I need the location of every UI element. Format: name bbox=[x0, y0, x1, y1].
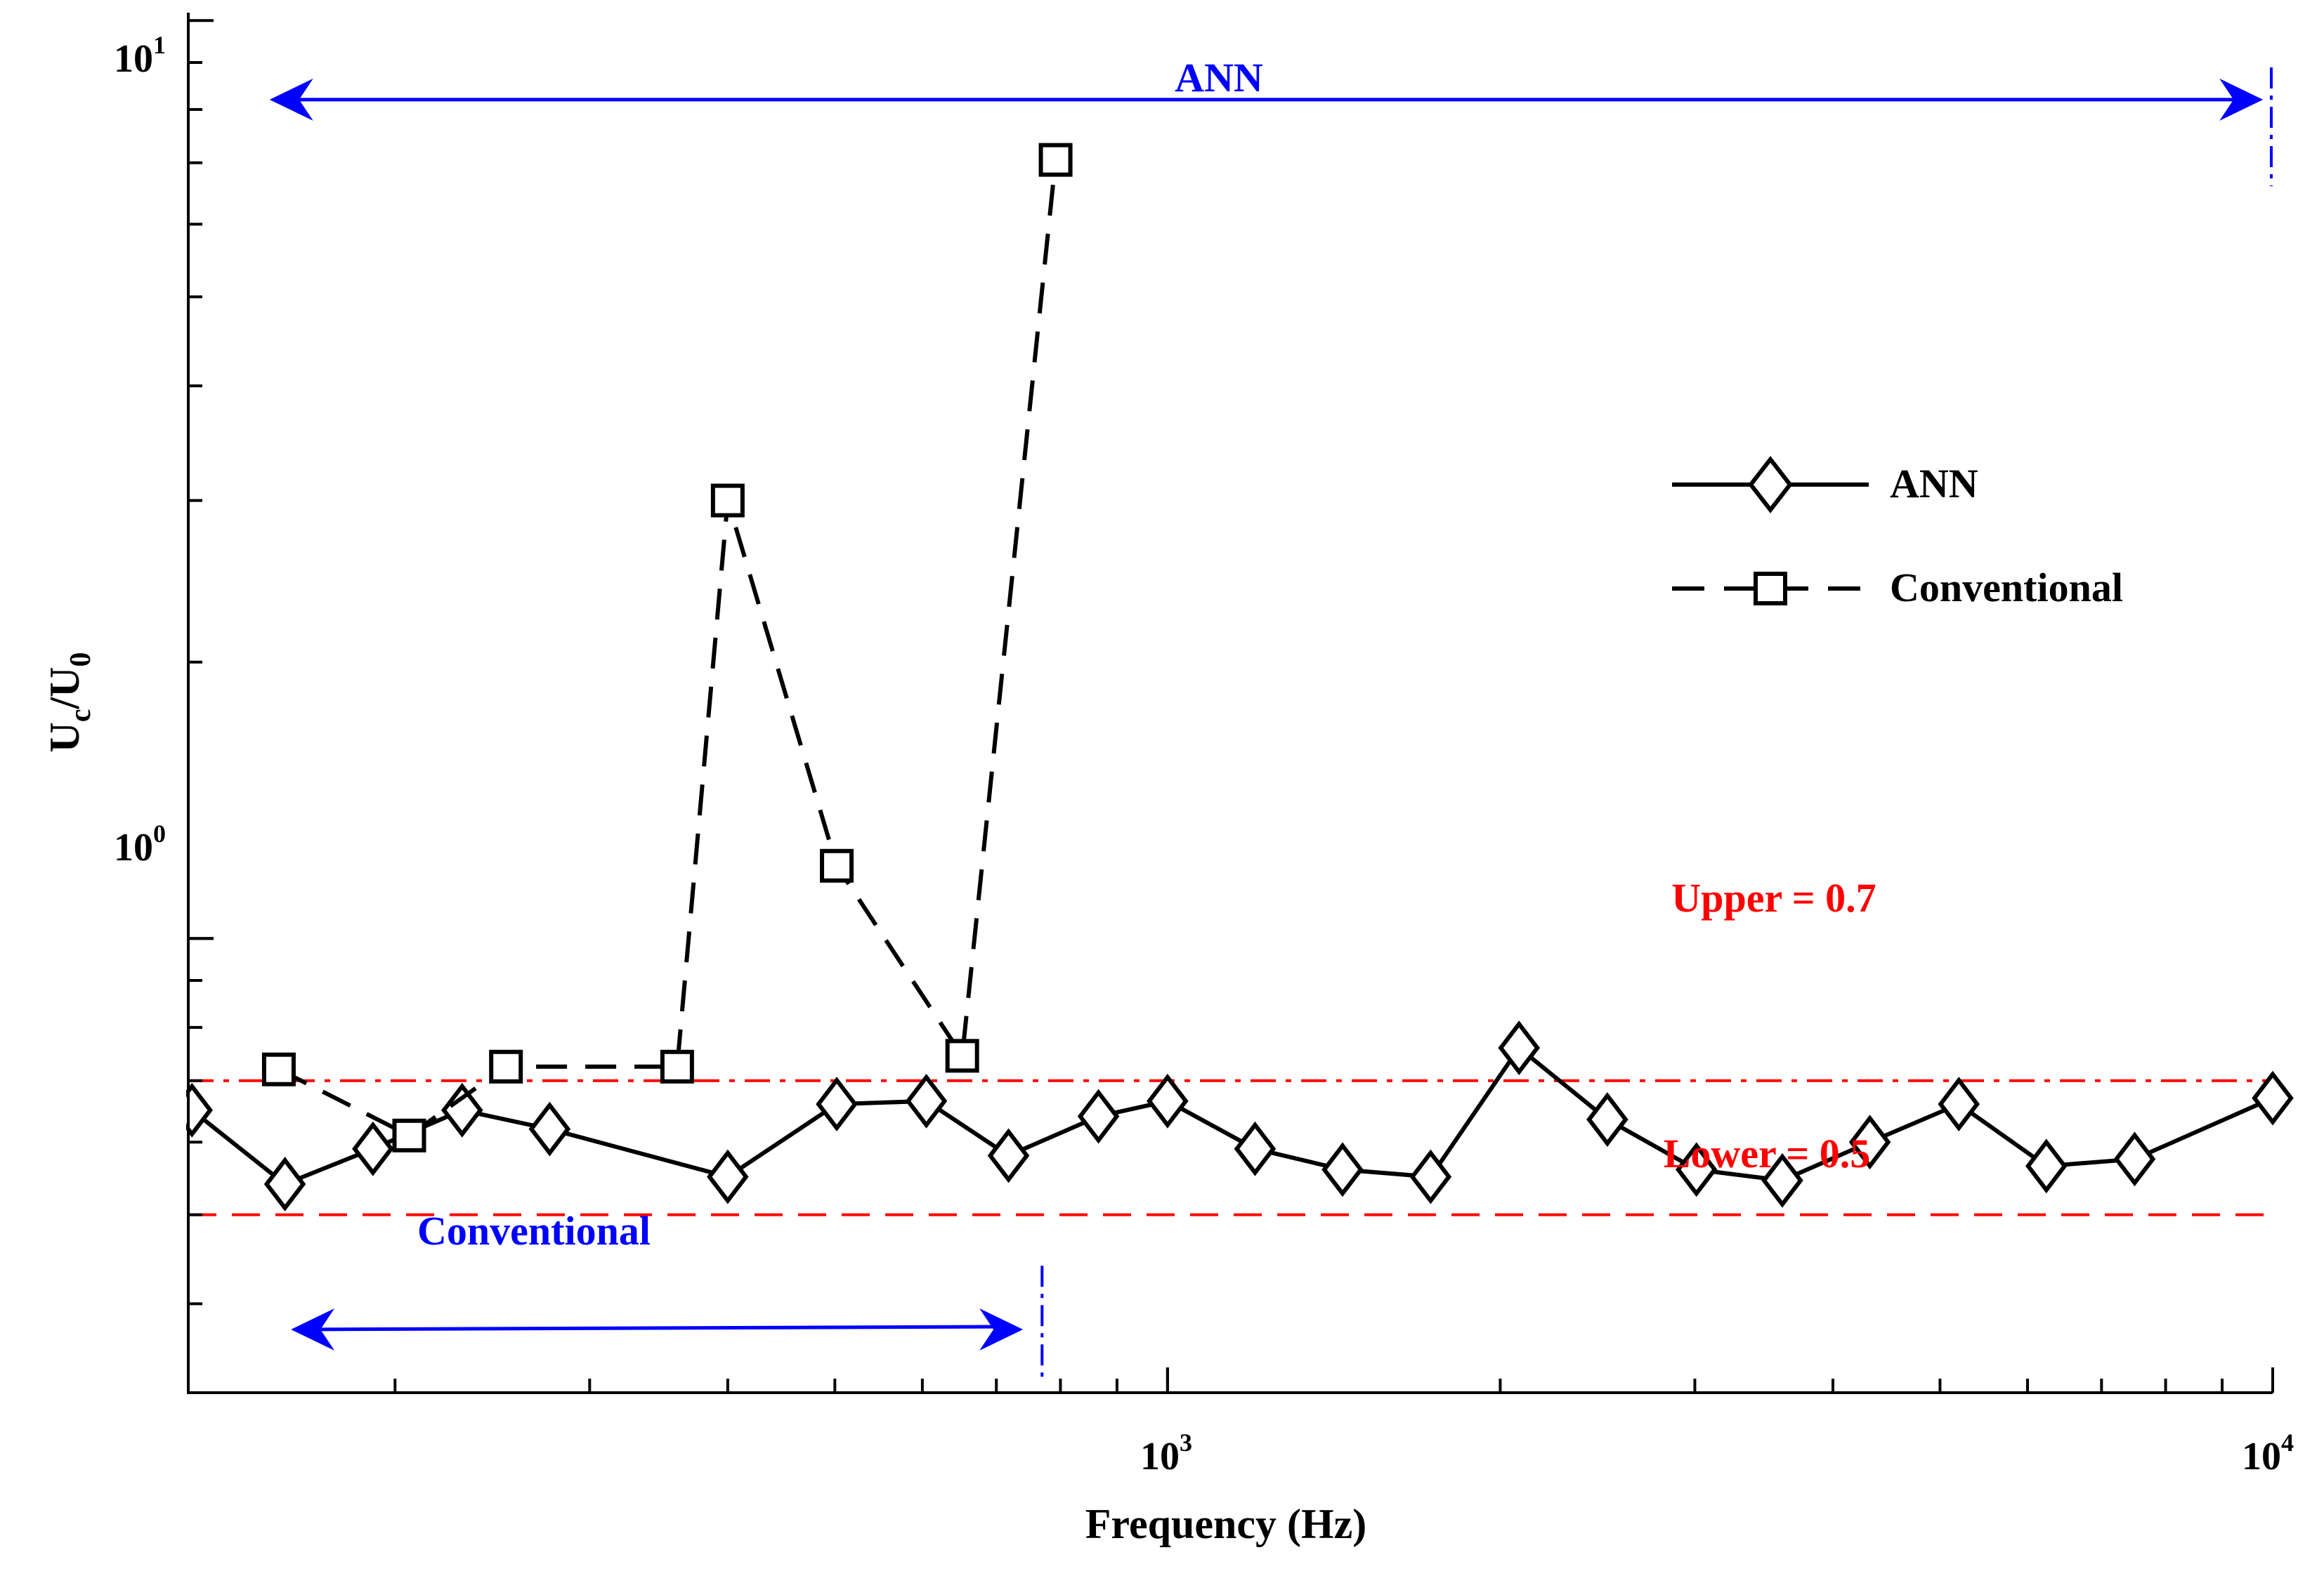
x-axis-label: Frequency (Hz) bbox=[1085, 1501, 1366, 1547]
ann-data-point bbox=[528, 1101, 571, 1157]
ann-data-point bbox=[987, 1128, 1030, 1183]
ann-data-point bbox=[1938, 1077, 1980, 1132]
legend-ann-marker bbox=[1748, 456, 1793, 513]
legend-ann-label: ANN bbox=[1890, 461, 1978, 506]
axes bbox=[187, 13, 2274, 1394]
upper-limit-label: Upper = 0.7 bbox=[1671, 875, 1876, 921]
ann-data-point bbox=[2252, 1070, 2294, 1126]
ann-data-point bbox=[707, 1149, 749, 1204]
ann-data-point bbox=[263, 1157, 306, 1211]
lower-limit-label: Lower = 0.5 bbox=[1664, 1131, 1871, 1176]
conventional-data-point bbox=[489, 1049, 523, 1084]
ann-data-point bbox=[186, 1082, 214, 1138]
ann-data-point bbox=[441, 1082, 483, 1138]
ann-data-point bbox=[2025, 1138, 2068, 1194]
ann-range-arrow-left bbox=[269, 78, 313, 121]
conventional-data-point bbox=[261, 1052, 296, 1086]
range-annotations bbox=[269, 67, 2273, 1379]
ann-data-point bbox=[1234, 1121, 1277, 1176]
ann-data-point bbox=[352, 1121, 394, 1176]
y-axis-label: Uc/U0 bbox=[41, 652, 97, 753]
conventional-data-point bbox=[820, 848, 854, 883]
x-tick-label-10-3: 103 bbox=[1140, 1429, 1192, 1478]
ann-data-point bbox=[1848, 1115, 1891, 1170]
conventional-data-point bbox=[945, 1039, 979, 1073]
y-tick-label-10-1: 101 bbox=[114, 31, 166, 81]
ann-data-point bbox=[1675, 1142, 1718, 1197]
conventional-range-arrow-shaft bbox=[305, 1325, 1010, 1332]
y-tick-label-10-0: 100 bbox=[114, 820, 166, 869]
ann-data-point bbox=[1498, 1020, 1541, 1075]
axis-ticks bbox=[188, 19, 2274, 1393]
ann-data-point bbox=[1761, 1153, 1803, 1208]
ann-data-point bbox=[1321, 1142, 1364, 1197]
ann-data-point bbox=[816, 1077, 858, 1132]
plot-series bbox=[186, 143, 2294, 1211]
conventional-data-point bbox=[1038, 143, 1073, 177]
ann-data-point bbox=[2113, 1131, 2156, 1187]
conventional-series-line bbox=[278, 159, 1058, 1138]
reference-lines bbox=[188, 1079, 2273, 1216]
ann-range-arrow-right bbox=[2219, 78, 2264, 121]
conventional-range-arrow-left bbox=[291, 1308, 335, 1351]
ann-data-point bbox=[1077, 1089, 1120, 1144]
legend: ANN Conventional bbox=[1672, 456, 2123, 610]
ann-data-point bbox=[905, 1073, 948, 1129]
legend-conventional-label: Conventional bbox=[1890, 565, 2123, 610]
conventional-data-point bbox=[392, 1118, 426, 1153]
ann-data-point bbox=[1586, 1092, 1628, 1147]
ann-data-point bbox=[1147, 1073, 1189, 1129]
legend-conventional-marker bbox=[1754, 572, 1787, 605]
x-tick-label-10-4: 104 bbox=[2242, 1429, 2294, 1478]
conventional-range-arrow-right bbox=[979, 1308, 1024, 1351]
conventional-data-point bbox=[660, 1049, 694, 1084]
conventional-data-point bbox=[710, 483, 745, 518]
conventional-range-label: Conventional bbox=[417, 1208, 651, 1254]
ann-range-label: ANN bbox=[1175, 55, 1263, 100]
ann-data-point bbox=[1409, 1149, 1452, 1204]
